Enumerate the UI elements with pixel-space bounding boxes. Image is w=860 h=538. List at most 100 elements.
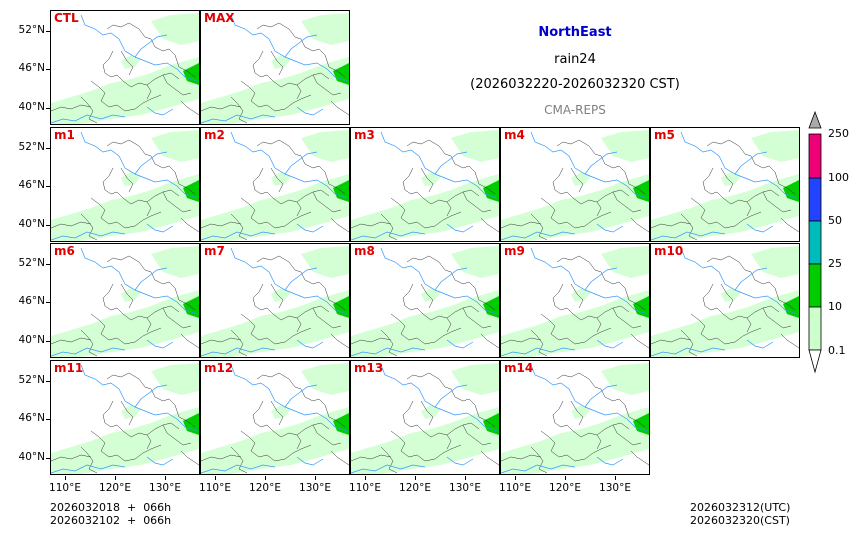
river-line — [596, 456, 624, 466]
map-svg — [651, 130, 799, 241]
river-line — [201, 231, 276, 241]
province-border — [51, 454, 92, 462]
province-border — [146, 84, 152, 100]
river-line — [201, 464, 276, 474]
province-border — [530, 446, 548, 474]
province-border — [80, 96, 98, 124]
province-border — [501, 454, 542, 462]
light-rain-area — [121, 405, 141, 419]
map-svg — [51, 246, 199, 357]
province-border — [270, 283, 284, 309]
latitude-label: 46°N — [18, 62, 45, 74]
river-line — [680, 131, 798, 199]
light-rain-area — [271, 55, 291, 69]
river-line — [746, 339, 774, 349]
province-border — [720, 167, 734, 193]
province-border — [102, 283, 180, 321]
province-border — [596, 201, 602, 217]
map-svg — [501, 363, 649, 474]
province-border — [120, 283, 134, 309]
province-border — [402, 283, 480, 321]
province-border — [762, 307, 792, 329]
light-rain-area — [501, 407, 649, 474]
river-line — [80, 364, 198, 432]
light-rain-area — [721, 288, 741, 302]
river-line — [734, 267, 768, 291]
province-border — [690, 197, 762, 229]
river-line — [434, 151, 468, 175]
province-border — [330, 100, 349, 116]
light-rain-area — [121, 288, 141, 302]
longitude-label: 120°E — [549, 482, 581, 494]
member-panel: m12 — [200, 360, 350, 475]
latitude-label: 52°N — [18, 257, 45, 269]
member-label: m10 — [654, 244, 684, 258]
light-rain-area — [601, 246, 649, 278]
light-rain-area — [351, 407, 499, 474]
latitude-tick — [46, 381, 50, 382]
river-line — [434, 267, 468, 291]
river-line — [651, 231, 726, 241]
light-rain-area — [421, 405, 441, 419]
province-border — [296, 201, 302, 217]
river-line — [380, 364, 498, 432]
province-border — [680, 329, 698, 357]
longitude-tick — [565, 476, 566, 480]
latitude-tick — [46, 341, 50, 342]
colorbar-seg-0.1-10 — [808, 306, 822, 351]
province-border — [720, 283, 734, 309]
province-border — [256, 139, 346, 195]
longitude-label: 120°E — [99, 482, 131, 494]
province-border — [780, 333, 799, 349]
river-line — [51, 464, 126, 474]
longitude-tick — [165, 476, 166, 480]
longitude-tick — [115, 476, 116, 480]
map-svg — [201, 130, 349, 241]
province-border — [570, 283, 584, 309]
province-border — [406, 255, 496, 311]
province-border — [446, 434, 452, 450]
province-border — [296, 317, 302, 333]
member-label: m12 — [204, 361, 234, 375]
province-border — [90, 430, 162, 462]
province-border — [252, 50, 330, 88]
latitude-tick — [46, 31, 50, 32]
province-border — [146, 434, 152, 450]
province-border — [351, 221, 392, 229]
province-border — [380, 329, 398, 357]
light-rain-area — [571, 172, 591, 186]
colorbar-seg-10-25 — [808, 263, 822, 308]
province-border — [556, 255, 646, 311]
map-svg — [351, 246, 499, 357]
light-rain-area — [651, 174, 799, 241]
province-border — [462, 424, 492, 446]
map-svg — [201, 363, 349, 474]
province-border — [256, 372, 346, 428]
province-border — [612, 191, 642, 213]
province-border — [270, 167, 284, 193]
light-rain-area — [451, 246, 499, 278]
province-border — [501, 221, 542, 229]
province-border — [702, 167, 780, 205]
province-border — [651, 221, 692, 229]
province-border — [630, 217, 649, 233]
province-border — [402, 400, 480, 438]
province-border — [252, 400, 330, 438]
province-border — [146, 201, 152, 217]
province-border — [90, 313, 162, 345]
river-line — [351, 231, 426, 241]
light-rain-area — [351, 290, 499, 357]
light-rain-area — [501, 174, 649, 241]
member-panel: m11 — [50, 360, 200, 475]
longitude-label: 110°E — [199, 482, 231, 494]
light-rain-area — [151, 363, 199, 395]
province-border — [351, 337, 392, 345]
river-line — [296, 339, 324, 349]
river-line — [146, 106, 174, 116]
province-border — [240, 80, 312, 112]
member-panel: m3 — [350, 127, 500, 242]
province-border — [80, 213, 98, 241]
province-border — [706, 139, 796, 195]
river-line — [146, 456, 174, 466]
province-border — [230, 329, 248, 357]
